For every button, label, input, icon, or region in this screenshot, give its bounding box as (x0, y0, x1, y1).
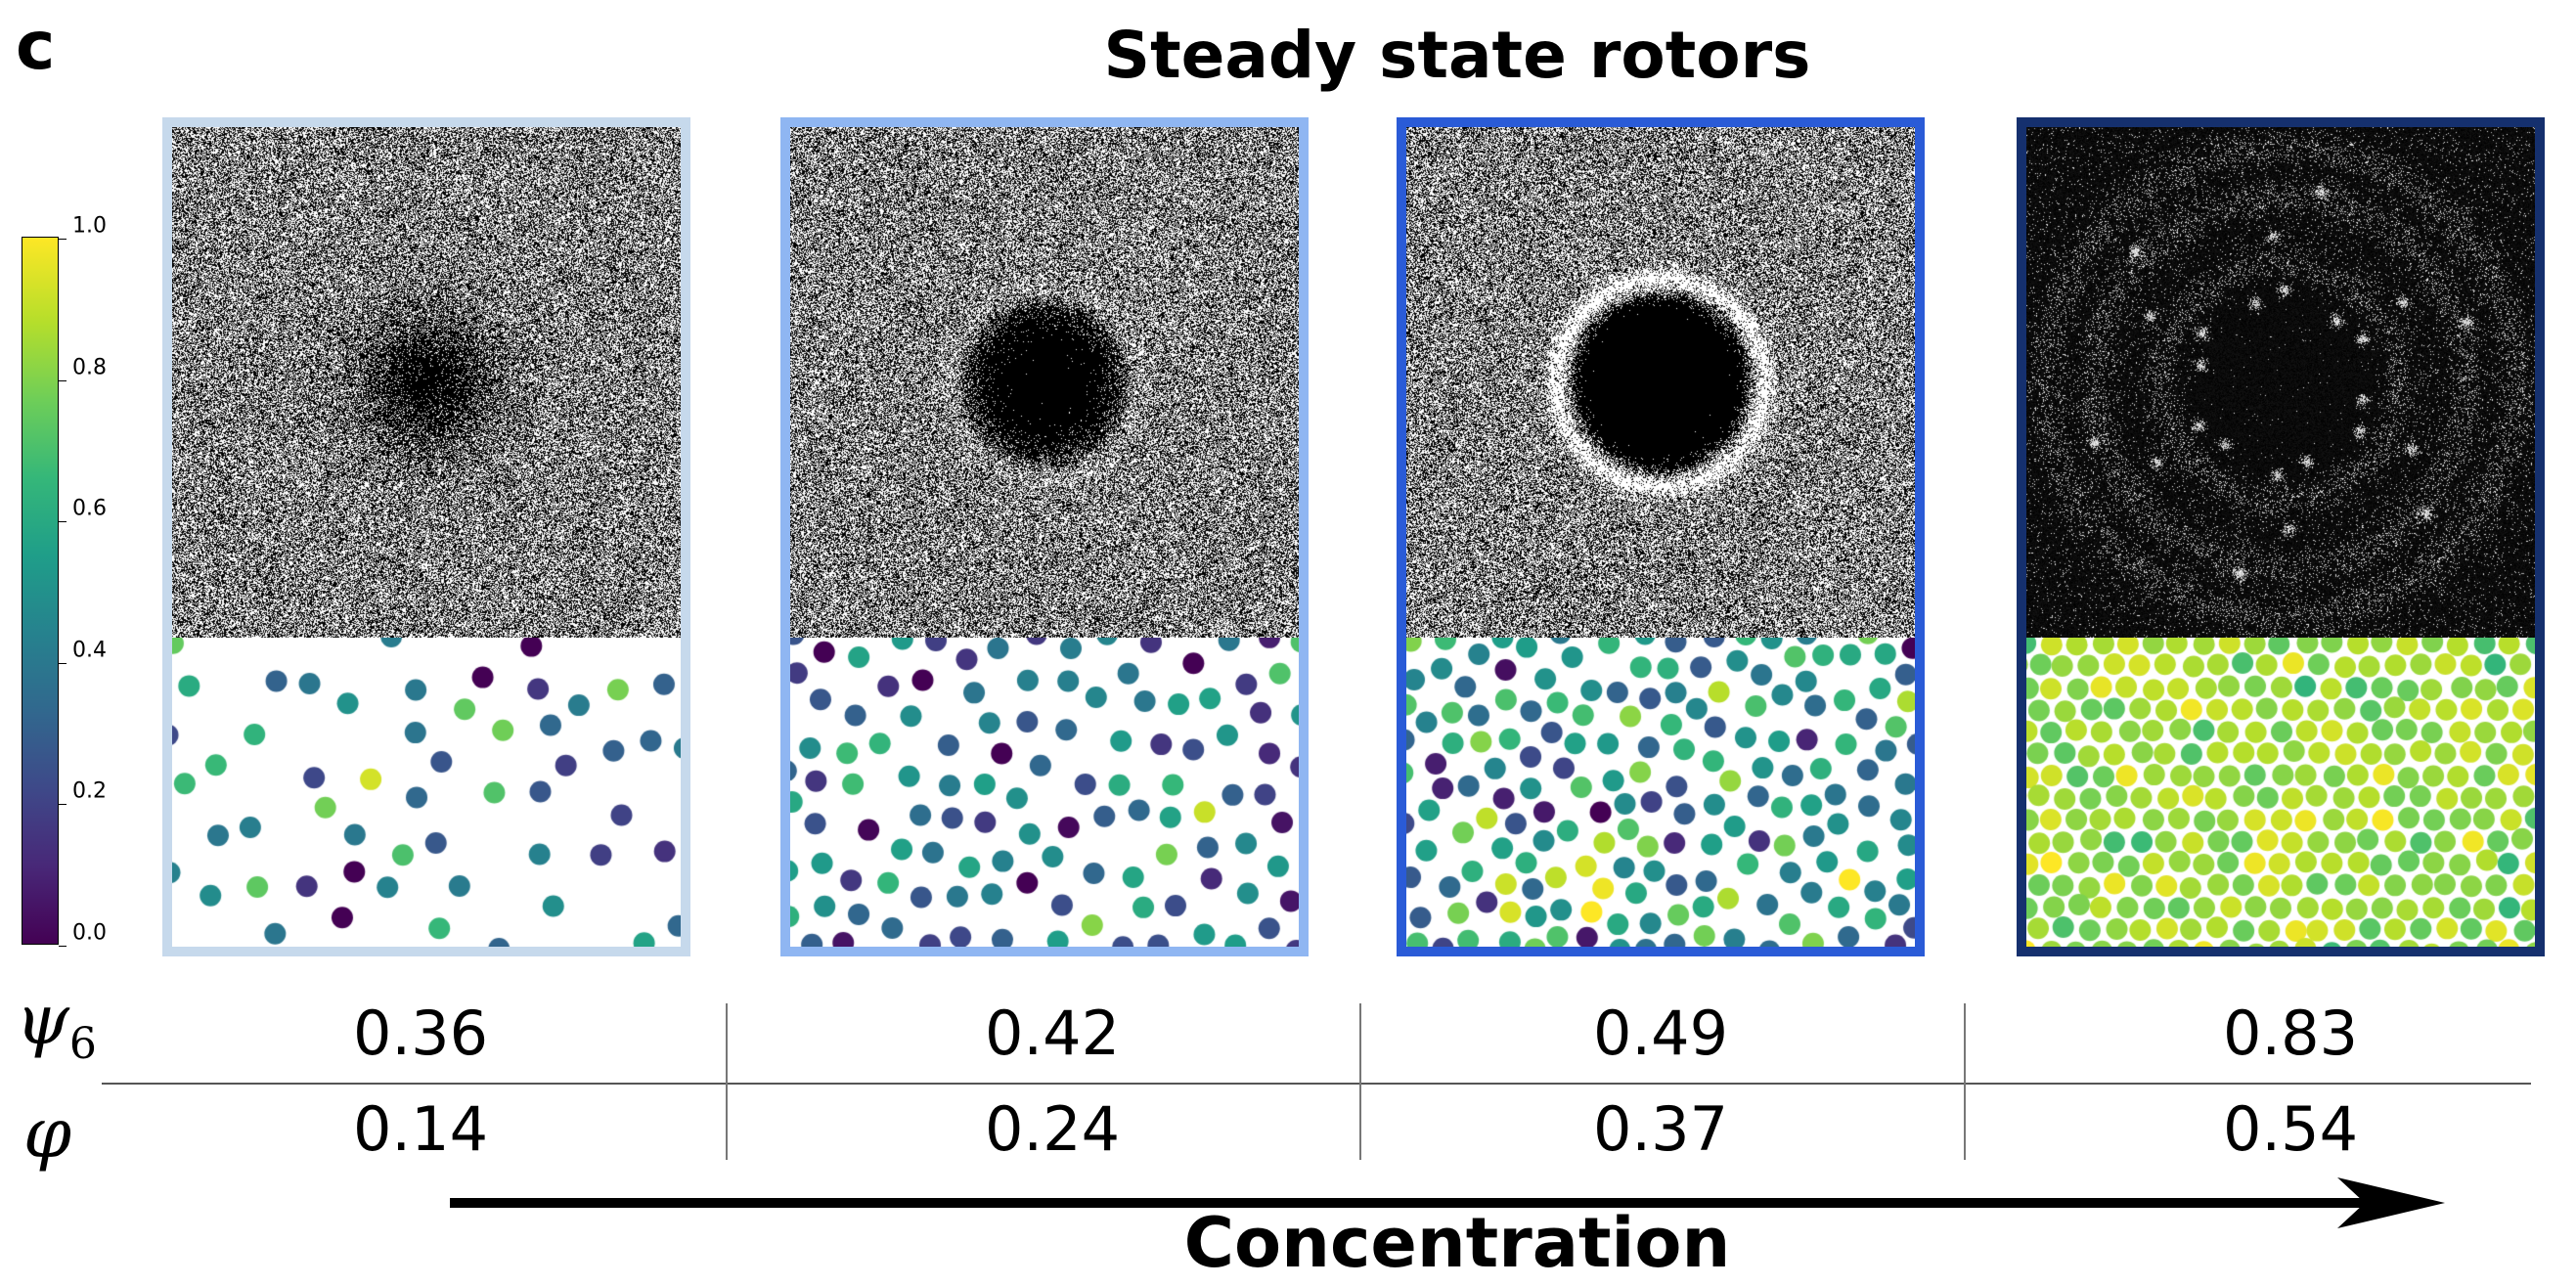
snapshot-panel (2017, 117, 2545, 956)
column-divider (1964, 1003, 1966, 1160)
colorbar-tick: 0.0 (59, 921, 107, 957)
psi6-value: 0.36 (352, 998, 489, 1069)
figure-title-text: Steady state rotors (1103, 18, 1811, 93)
colorbar-tick: 0.6 (59, 497, 107, 533)
snapshot-panel (162, 117, 690, 956)
table-divider (102, 1083, 2531, 1085)
structure-factor-image (172, 127, 681, 638)
phi-value: 0.24 (984, 1093, 1121, 1165)
concentration-arrow (450, 1177, 2445, 1228)
phi-value: 0.37 (1592, 1093, 1729, 1165)
panel-letter: c (16, 8, 56, 85)
structure-factor-image (790, 127, 1299, 638)
snapshot-panel (1397, 117, 1925, 956)
column-divider (726, 1003, 728, 1160)
particle-snapshot (172, 638, 681, 947)
colorbar-tick: 0.8 (59, 356, 107, 392)
particle-snapshot (1406, 638, 1915, 947)
psi6-value: 0.42 (984, 998, 1121, 1069)
structure-factor-image (1406, 127, 1915, 638)
phi-symbol: φ (23, 1093, 72, 1174)
particle-snapshot (790, 638, 1299, 947)
psi6-value: 0.49 (1592, 998, 1729, 1069)
psi6-symbol: ψ6 (16, 980, 97, 1069)
phi-value: 0.54 (2222, 1093, 2359, 1165)
snapshot-panel (780, 117, 1309, 956)
particle-snapshot (2026, 638, 2535, 947)
colorbar (22, 237, 59, 945)
psi6-value: 0.83 (2222, 998, 2359, 1069)
phi-value: 0.14 (352, 1093, 489, 1165)
figure-title: Steady state rotors (0, 18, 2576, 93)
axis-label: Concentration (1183, 1203, 1731, 1283)
structure-factor-image (2026, 127, 2535, 638)
column-divider (1359, 1003, 1361, 1160)
colorbar-tick: 1.0 (59, 214, 107, 250)
colorbar-tick: 0.2 (59, 779, 107, 816)
colorbar-tick: 0.4 (59, 639, 107, 675)
